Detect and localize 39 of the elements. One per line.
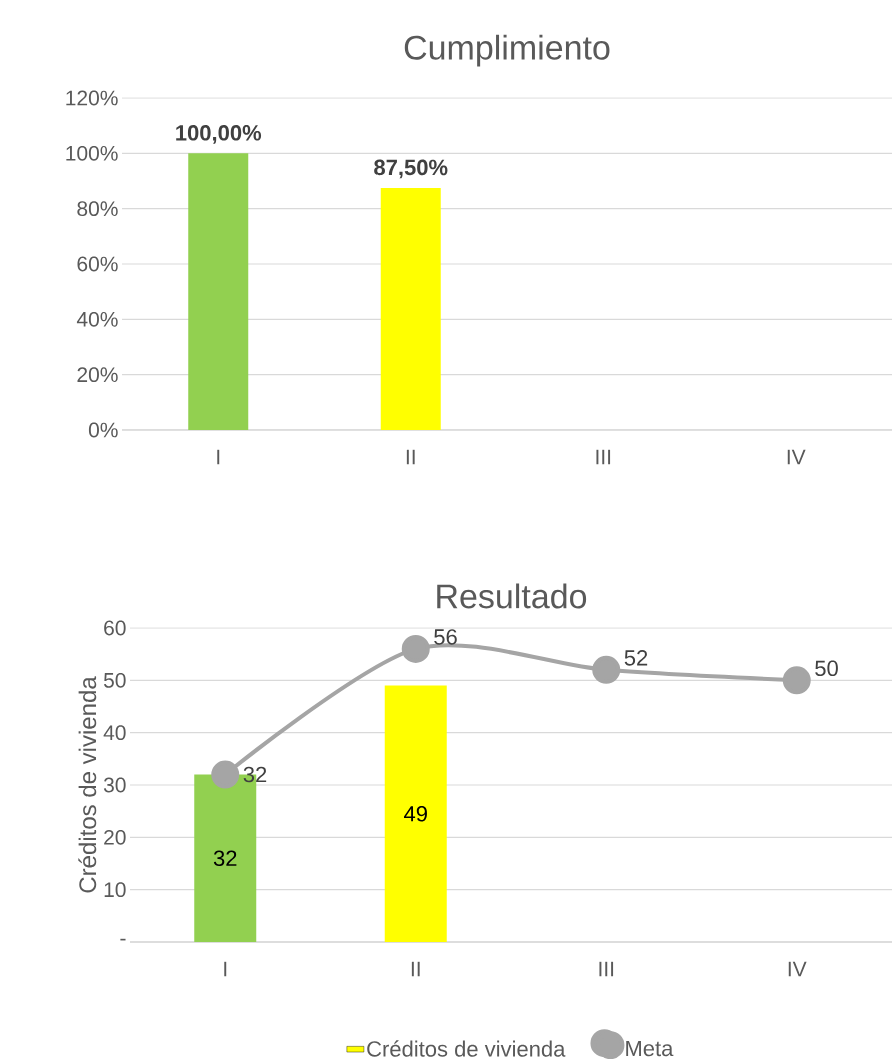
point [592,655,621,684]
point [401,634,430,663]
data-label: 50 [815,660,838,677]
y-tick-label: - [120,938,126,941]
point [211,760,240,789]
y-tick-label: 80% [77,201,118,217]
chart-title: Cumplimiento [404,34,610,67]
data-label: 32 [243,766,267,783]
x-tick-label: IV [788,961,807,977]
legend-label: Meta [626,1040,674,1057]
x-tick-label: II [411,961,420,977]
x-tick-label: II [406,449,415,465]
y-axis-title: Créditos de vivienda [78,676,97,893]
y-tick-label: 100% [66,145,118,161]
legend-label: Créditos de vivienda [367,1040,566,1057]
y-tick-label: 60% [77,256,118,272]
x-tick-label: I [224,961,227,977]
x-tick-label: I [217,449,220,465]
x-tick-label: III [596,449,611,465]
data-label: 56 [434,629,457,645]
y-tick-label: 0% [88,422,118,438]
y-tick-label: 30 [103,777,126,793]
y-tick-label: 50 [103,672,126,688]
y-tick-label: 20% [77,367,118,383]
x-tick-label: III [599,961,614,977]
point [782,666,811,695]
data-label: 52 [624,650,648,666]
y-tick-label: 40% [76,311,118,327]
y-tick-label: 20 [104,829,126,845]
y-tick-label: 10 [104,882,126,898]
y-tick-label: 40 [103,725,126,741]
data-label: 100,00% [176,125,262,144]
x-tick-label: IV [787,449,806,465]
y-tick-label: 60 [104,620,126,636]
data-label: 49 [404,805,427,822]
data-label: 87,50% [374,159,448,179]
y-tick-label: 120% [66,90,118,106]
chart-title: Resultado [437,583,587,609]
data-label: 32 [213,850,237,867]
